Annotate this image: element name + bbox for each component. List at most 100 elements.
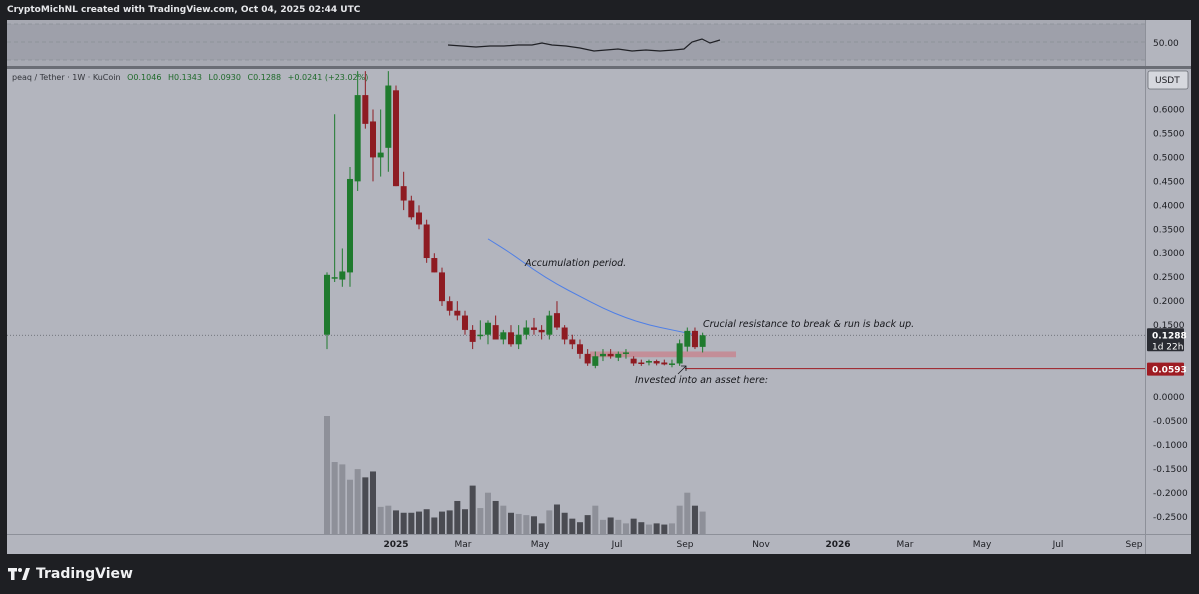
volume-bar <box>638 522 645 534</box>
candle-body <box>392 90 399 187</box>
volume-bar <box>515 513 522 534</box>
volume-bar <box>699 511 706 534</box>
candle-body <box>538 329 545 333</box>
candle-body <box>645 361 652 363</box>
volume-bar <box>400 512 407 534</box>
volume-bar <box>530 516 537 534</box>
candle-body <box>331 277 338 279</box>
volume-bar <box>362 477 369 534</box>
candle-body <box>385 85 392 148</box>
y-tick-label: 0.0000 <box>1153 393 1185 403</box>
legend-symbol: peaq / Tether · 1W · KuCoin <box>12 73 121 82</box>
volume-bar <box>569 518 576 534</box>
y-tick-label: 0.4000 <box>1153 201 1185 211</box>
candle-body <box>469 329 476 342</box>
candle-body <box>484 322 491 335</box>
x-tick-label: Jul <box>1052 540 1064 550</box>
candles <box>324 71 706 369</box>
y-tick-label: -0.2500 <box>1153 513 1188 523</box>
x-tick-label: May <box>531 540 550 550</box>
candle-body <box>423 224 430 259</box>
volume-bar <box>377 506 384 534</box>
chart-attribution: CryptoMichNL created with TradingView.co… <box>7 5 361 15</box>
annotation-accumulation[interactable]: Accumulation period. <box>524 258 626 269</box>
candle-body <box>630 358 637 364</box>
volume-bar <box>553 504 560 534</box>
legend-high: H0.1343 <box>168 73 202 82</box>
volume-bars <box>324 416 706 534</box>
volume-bar <box>446 510 453 534</box>
candle-body <box>592 356 599 366</box>
y-tick-label: 0.3500 <box>1153 225 1185 235</box>
x-tick-label: May <box>973 540 992 550</box>
volume-bar <box>469 485 476 534</box>
candle-body <box>561 327 568 340</box>
tradingview-logo[interactable]: TradingView <box>8 566 133 582</box>
volume-bar <box>339 464 346 534</box>
time-axis-divider <box>7 534 1191 535</box>
x-tick-label: Nov <box>752 540 770 550</box>
oscillator-level-label: 50.00 <box>1153 39 1179 49</box>
volume-bar <box>385 505 392 534</box>
price-axis[interactable] <box>1145 20 1191 554</box>
y-tick-label: 0.4500 <box>1153 177 1185 187</box>
tradingview-logo-text: TradingView <box>36 566 133 582</box>
volume-bar <box>369 471 376 534</box>
currency-chip[interactable] <box>1147 70 1189 90</box>
y-tick-label: -0.1000 <box>1153 441 1188 451</box>
y-tick-label: 0.1500 <box>1153 321 1185 331</box>
x-tick-label: Jul <box>611 540 623 550</box>
volume-bar <box>423 509 430 534</box>
volume-bar <box>676 505 683 534</box>
y-tick-label: -0.2000 <box>1153 489 1188 499</box>
level-value: 0.0593 <box>1152 366 1187 376</box>
candle-body <box>438 272 445 302</box>
volume-bar <box>684 492 691 534</box>
candle-body <box>500 332 507 340</box>
volume-bar <box>454 500 461 534</box>
volume-bar <box>477 508 484 534</box>
volume-bar <box>607 517 614 534</box>
candle-body <box>354 95 361 182</box>
volume-bar <box>431 517 438 534</box>
resistance-zone[interactable] <box>590 351 736 358</box>
candle-body <box>553 313 560 328</box>
y-axis-ticks: 0.6000 0.5500 0.5000 0.4500 0.4000 0.3500 0.30… <box>1153 105 1188 522</box>
last-price-value: 0.1288 <box>1152 331 1187 341</box>
annotation-invested[interactable]: Invested into an asset here: <box>635 375 768 386</box>
volume-bar <box>622 523 629 534</box>
pane-separator <box>7 66 1191 69</box>
candle-body <box>638 362 645 364</box>
candle-body <box>523 327 530 335</box>
volume-bar <box>592 505 599 534</box>
volume-bar <box>408 512 415 534</box>
candle-body <box>615 353 622 358</box>
candle-body <box>507 332 514 345</box>
candle-body <box>699 335 706 347</box>
candle-body <box>622 352 629 354</box>
candle-body <box>477 334 484 337</box>
volume-bar <box>584 515 591 534</box>
candle-body <box>684 330 691 347</box>
candle-body <box>576 344 583 354</box>
candle-body <box>569 339 576 345</box>
annotation-resistance[interactable]: Crucial resistance to break & run is bac… <box>703 319 914 330</box>
x-tick-label: Sep <box>1126 540 1143 550</box>
candle-body <box>400 186 407 201</box>
candle-body <box>408 200 415 218</box>
candle-body <box>431 258 438 273</box>
oscillator-line <box>447 38 721 52</box>
volume-bar <box>492 500 499 534</box>
candle-body <box>346 178 353 273</box>
candle-body <box>515 334 522 345</box>
volume-bar <box>523 515 530 534</box>
candle-body <box>454 310 461 316</box>
y-tick-label: 0.6000 <box>1153 105 1185 115</box>
volume-bar <box>668 523 675 534</box>
volume-bar <box>653 523 660 534</box>
axis-divider <box>1145 20 1146 554</box>
volume-bar <box>691 505 698 534</box>
candle-body <box>377 152 384 158</box>
candle-body <box>492 325 499 340</box>
